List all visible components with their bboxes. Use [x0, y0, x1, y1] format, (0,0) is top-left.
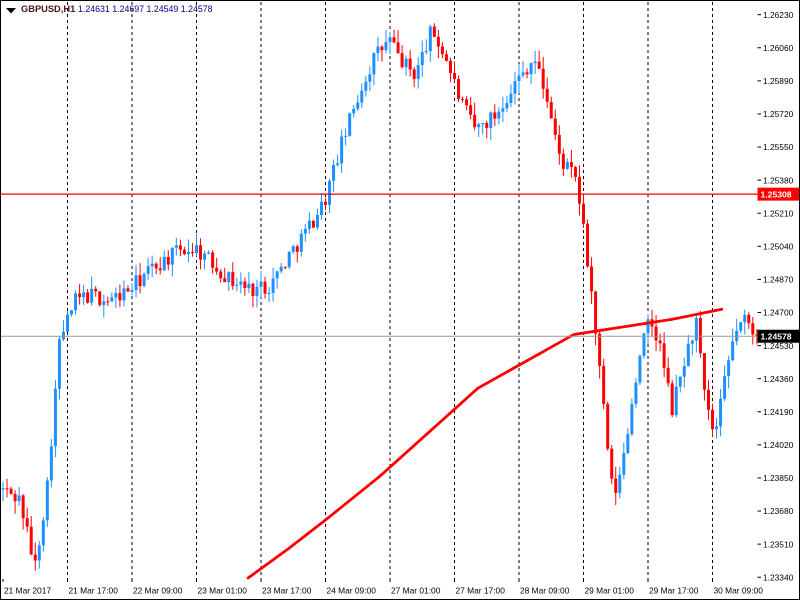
- svg-text:21 Mar 2017: 21 Mar 2017: [4, 586, 51, 596]
- svg-text:1.26230: 1.26230: [763, 10, 794, 20]
- svg-text:1.24578: 1.24578: [761, 332, 792, 342]
- svg-text:1.23510: 1.23510: [763, 539, 794, 549]
- svg-text:23 Mar 17:00: 23 Mar 17:00: [262, 586, 312, 596]
- svg-text:1.25720: 1.25720: [763, 109, 794, 119]
- svg-text:29 Mar 17:00: 29 Mar 17:00: [649, 586, 699, 596]
- svg-text:24 Mar 09:00: 24 Mar 09:00: [327, 586, 377, 596]
- svg-text:1.23340: 1.23340: [763, 572, 794, 582]
- svg-text:1.24870: 1.24870: [763, 275, 794, 285]
- svg-text:1.23850: 1.23850: [763, 473, 794, 483]
- svg-text:27 Mar 17:00: 27 Mar 17:00: [456, 586, 506, 596]
- svg-text:1.25040: 1.25040: [763, 242, 794, 252]
- svg-text:22 Mar 09:00: 22 Mar 09:00: [133, 586, 183, 596]
- svg-text:1.25890: 1.25890: [763, 76, 794, 86]
- svg-text:27 Mar 01:00: 27 Mar 01:00: [391, 586, 441, 596]
- svg-text:1.24190: 1.24190: [763, 407, 794, 417]
- svg-text:29 Mar 01:00: 29 Mar 01:00: [585, 586, 635, 596]
- svg-text:1.24700: 1.24700: [763, 308, 794, 318]
- svg-text:1.24360: 1.24360: [763, 374, 794, 384]
- svg-text:23 Mar 01:00: 23 Mar 01:00: [198, 586, 248, 596]
- svg-text:1.24020: 1.24020: [763, 440, 794, 450]
- svg-text:1.23680: 1.23680: [763, 506, 794, 516]
- svg-text:1.25550: 1.25550: [763, 142, 794, 152]
- svg-text:30 Mar 09:00: 30 Mar 09:00: [714, 586, 764, 596]
- svg-text:1.26060: 1.26060: [763, 43, 794, 53]
- svg-text:1.25210: 1.25210: [763, 208, 794, 218]
- svg-text:21 Mar 17:00: 21 Mar 17:00: [69, 586, 119, 596]
- svg-text:1.25380: 1.25380: [763, 175, 794, 185]
- svg-text:1.25308: 1.25308: [761, 190, 792, 200]
- svg-text:28 Mar 09:00: 28 Mar 09:00: [520, 586, 570, 596]
- svg-text:GBPUSD,H1: GBPUSD,H1: [21, 4, 75, 14]
- svg-text:1.24631 1.24697 1.24549 1.2457: 1.24631 1.24697 1.24549 1.24578: [78, 4, 213, 14]
